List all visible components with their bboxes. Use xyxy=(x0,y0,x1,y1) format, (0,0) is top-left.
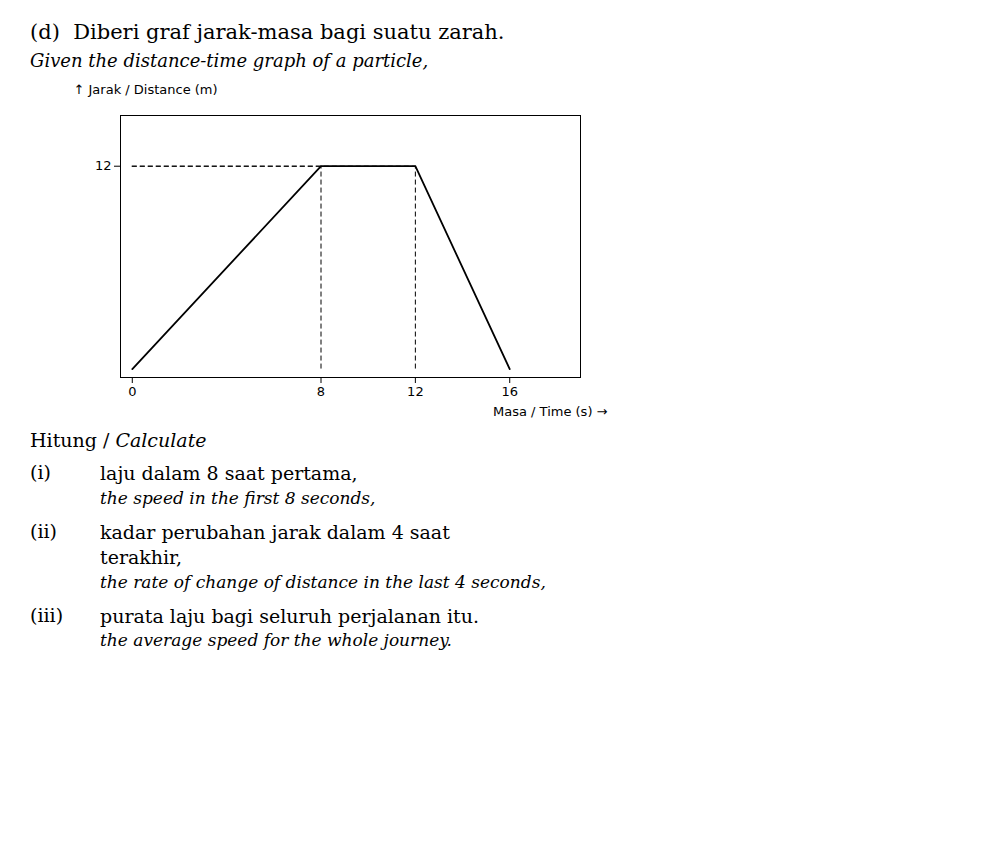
html-text:(i): (i) xyxy=(30,461,51,483)
html-text:purata laju bagi seluruh perja: purata laju bagi seluruh perjalanan itu. xyxy=(100,604,479,627)
html-text:the rate of change of distance: the rate of change of distance in the la… xyxy=(100,571,546,592)
html-text:(ii): (ii) xyxy=(30,519,57,542)
svg-text:12: 12 xyxy=(407,384,424,399)
html-text:the average speed for the whol: the average speed for the whole journey. xyxy=(100,630,452,651)
html-text:(iii): (iii) xyxy=(30,603,64,626)
svg-text:16: 16 xyxy=(501,384,518,399)
html-text:laju dalam 8 saat pertama,: laju dalam 8 saat pertama, xyxy=(100,462,358,484)
svg-text:0: 0 xyxy=(128,384,136,399)
html-text:Hitung / Calculate: Hitung / Calculate xyxy=(30,429,207,451)
html-text:terakhir,: terakhir, xyxy=(100,546,183,569)
html-text:(d) Diberi graf jarak-masa bag: (d) Diberi graf jarak-masa bagi suatu za… xyxy=(30,20,505,44)
svg-text:Masa / Time (s) →: Masa / Time (s) → xyxy=(493,404,608,419)
html-text:kadar perubahan jarak dalam 4: kadar perubahan jarak dalam 4 saat xyxy=(100,520,450,543)
svg-text:12: 12 xyxy=(95,158,112,173)
svg-text:↑ Jarak / Distance (m): ↑ Jarak / Distance (m) xyxy=(74,82,218,97)
html-text:the speed in the first 8 secon: the speed in the first 8 seconds, xyxy=(100,487,376,508)
svg-text:8: 8 xyxy=(317,384,325,399)
html-text:Given the distance-time graph: Given the distance-time graph of a parti… xyxy=(30,50,429,71)
